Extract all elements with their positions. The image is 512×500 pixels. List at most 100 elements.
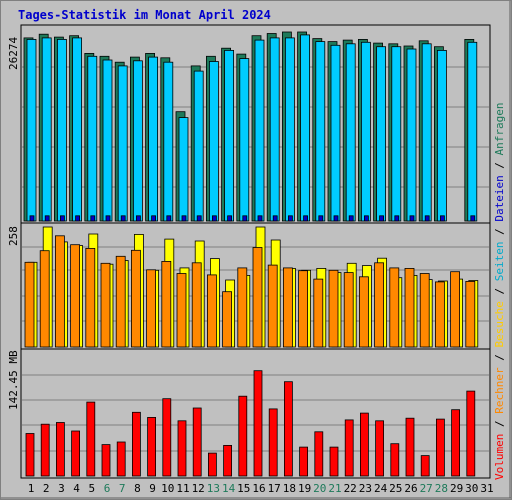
bar-rechner-day-6 <box>100 262 111 348</box>
bar-seiten-day-6 <box>102 59 113 222</box>
legend-besuche: Besuche <box>493 301 506 347</box>
x-tick-label: 27 <box>420 482 433 495</box>
x-tick-label: 20 <box>313 482 326 495</box>
bar-dateien-day-3 <box>60 215 65 222</box>
x-tick-label: 5 <box>88 482 95 495</box>
legend-sep-3: / <box>493 281 506 301</box>
bar-seiten-day-10 <box>163 61 174 222</box>
bar-volumen-day-29 <box>451 409 461 477</box>
bar-seiten-day-9 <box>148 56 159 222</box>
bar-dateien-day-8 <box>135 215 141 222</box>
bar-dateien-day-19 <box>303 215 309 222</box>
bar-rechner-day-18 <box>282 267 293 348</box>
bar-volumen-day-2 <box>40 423 50 477</box>
bar-rechner-day-25 <box>389 267 400 348</box>
x-tick-label: 26 <box>404 482 417 495</box>
bar-volumen-day-6 <box>101 444 111 477</box>
bar-dateien-day-6 <box>105 215 111 222</box>
bar-volumen-day-27 <box>420 455 430 477</box>
bar-volumen-day-20 <box>314 431 324 477</box>
bar-dateien-day-1 <box>29 215 35 222</box>
legend-anfragen: Anfragen <box>493 102 506 155</box>
bar-volumen-day-9 <box>147 416 157 477</box>
bar-rechner-day-27 <box>419 273 430 348</box>
bar-dateien-day-26 <box>409 215 415 222</box>
bar-seiten-day-20 <box>315 41 326 222</box>
legend-sep-4: / <box>493 222 506 242</box>
x-tick-label: 11 <box>176 482 189 495</box>
bar-dateien-day-27 <box>424 215 430 222</box>
x-tick-label: 2 <box>43 482 50 495</box>
bar-volumen-day-13 <box>207 452 217 477</box>
bar-volumen-day-16 <box>253 370 263 477</box>
bar-seiten-day-5 <box>87 55 98 222</box>
bar-rechner-day-11 <box>176 273 187 348</box>
x-tick-label: 25 <box>389 482 402 495</box>
bar-seiten-day-16 <box>254 39 265 222</box>
bar-volumen-day-18 <box>283 381 293 477</box>
bar-volumen-day-8 <box>131 411 141 477</box>
bar-seiten-day-11 <box>178 117 189 222</box>
bar-rechner-day-1 <box>24 261 35 348</box>
x-tick-label: 28 <box>435 482 448 495</box>
bar-dateien-day-5 <box>90 215 96 222</box>
bar-rechner-day-22 <box>343 272 354 348</box>
bar-rechner-day-19 <box>298 270 309 348</box>
x-tick-label: 18 <box>283 482 296 495</box>
right-legend: Volumen / Rechner / Besuche / Seiten / D… <box>493 102 506 480</box>
x-tick-label: 9 <box>149 482 156 495</box>
bar-volumen-day-10 <box>162 398 172 477</box>
bar-dateien-day-18 <box>287 215 293 222</box>
bar-dateien-day-7 <box>120 215 126 222</box>
bar-seiten-day-23 <box>360 41 371 222</box>
bar-rechner-day-20 <box>313 278 324 348</box>
x-tick-label: 16 <box>252 482 265 495</box>
bar-volumen-day-4 <box>71 430 80 477</box>
bar-seiten-day-22 <box>345 43 356 222</box>
bar-volumen-day-24 <box>375 420 385 477</box>
x-tick-label: 22 <box>344 482 357 495</box>
x-axis-labels: 1 2 3 4 5 6 7 8 9 10 11 12 13 14 15 16 17 18 19 20 21 22 23 24 2… <box>28 482 494 495</box>
bar-volumen-day-25 <box>390 443 400 477</box>
bar-seiten-day-24 <box>376 46 387 222</box>
bar-dateien-day-16 <box>257 215 263 222</box>
bar-dateien-day-15 <box>242 215 248 222</box>
x-tick-label: 3 <box>58 482 65 495</box>
bar-seiten-day-4 <box>72 37 82 222</box>
x-tick-label: 23 <box>359 482 372 495</box>
bar-rechner-day-13 <box>206 274 217 348</box>
bar-seiten-day-12 <box>193 70 204 222</box>
bar-seiten-day-15 <box>239 58 250 222</box>
x-tick-label: 8 <box>134 482 141 495</box>
bar-volumen-day-14 <box>223 444 233 477</box>
bar-seiten-day-8 <box>132 60 143 222</box>
x-tick-label: 15 <box>237 482 250 495</box>
x-tick-label: 13 <box>207 482 220 495</box>
bar-dateien-day-11 <box>181 215 187 222</box>
y-max-label-volume: 142.45 MB <box>7 350 20 410</box>
bar-dateien-day-10 <box>166 215 172 222</box>
legend-sep-1: / <box>493 414 506 434</box>
bar-rechner-day-5 <box>85 247 96 348</box>
bar-volumen-day-30 <box>466 390 476 477</box>
bar-dateien-day-13 <box>211 215 217 222</box>
bar-volumen-day-1 <box>25 433 35 477</box>
bar-seiten-day-21 <box>330 44 341 222</box>
bar-seiten-day-17 <box>269 37 280 222</box>
bar-rechner-day-30 <box>465 280 476 348</box>
y-max-label-visits: 258 <box>7 226 20 246</box>
bar-seiten-day-7 <box>117 65 128 222</box>
bar-volumen-day-12 <box>192 407 202 477</box>
bar-dateien-day-20 <box>318 215 324 222</box>
bar-seiten-day-26 <box>406 48 417 222</box>
bar-volumen-day-22 <box>344 419 354 477</box>
bar-dateien-day-21 <box>333 215 339 222</box>
bar-rechner-day-7 <box>115 255 126 348</box>
bar-seiten-day-27 <box>421 43 432 222</box>
bar-volumen-day-21 <box>329 446 339 477</box>
bar-dateien-day-12 <box>196 215 202 222</box>
bar-dateien-day-25 <box>394 215 400 222</box>
bar-volumen-day-3 <box>56 422 65 477</box>
bar-rechner-day-12 <box>191 262 202 348</box>
bar-dateien-day-24 <box>379 215 385 222</box>
